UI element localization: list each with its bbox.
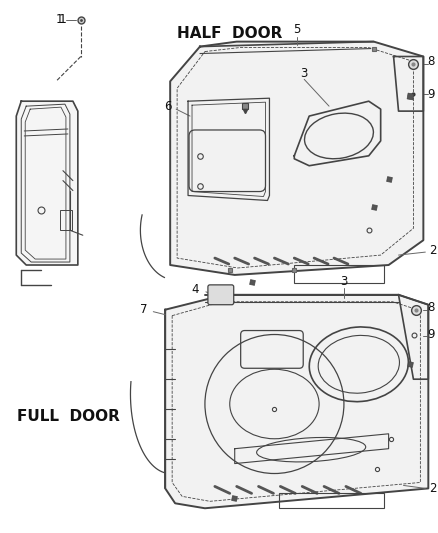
Text: 8: 8	[427, 55, 435, 68]
Polygon shape	[16, 101, 78, 265]
Text: 9: 9	[427, 328, 435, 341]
Polygon shape	[170, 42, 424, 275]
Text: 2: 2	[430, 482, 437, 495]
FancyBboxPatch shape	[208, 285, 234, 305]
Text: 3: 3	[340, 276, 348, 288]
Text: HALF  DOOR: HALF DOOR	[177, 26, 283, 41]
Bar	[60, 211, 72, 230]
Polygon shape	[165, 295, 428, 508]
Text: 4: 4	[191, 284, 199, 296]
Text: 1: 1	[59, 13, 67, 26]
Text: FULL  DOOR: FULL DOOR	[18, 409, 120, 424]
Text: 7: 7	[140, 303, 147, 316]
Text: 8: 8	[427, 301, 435, 314]
Text: 1: 1	[55, 13, 63, 26]
Text: 2: 2	[430, 244, 437, 256]
Bar	[294, 265, 384, 283]
Text: 3: 3	[300, 67, 308, 80]
Text: 5: 5	[293, 23, 301, 36]
Text: 9: 9	[427, 88, 435, 101]
Text: 6: 6	[164, 100, 172, 112]
Bar	[279, 494, 384, 508]
